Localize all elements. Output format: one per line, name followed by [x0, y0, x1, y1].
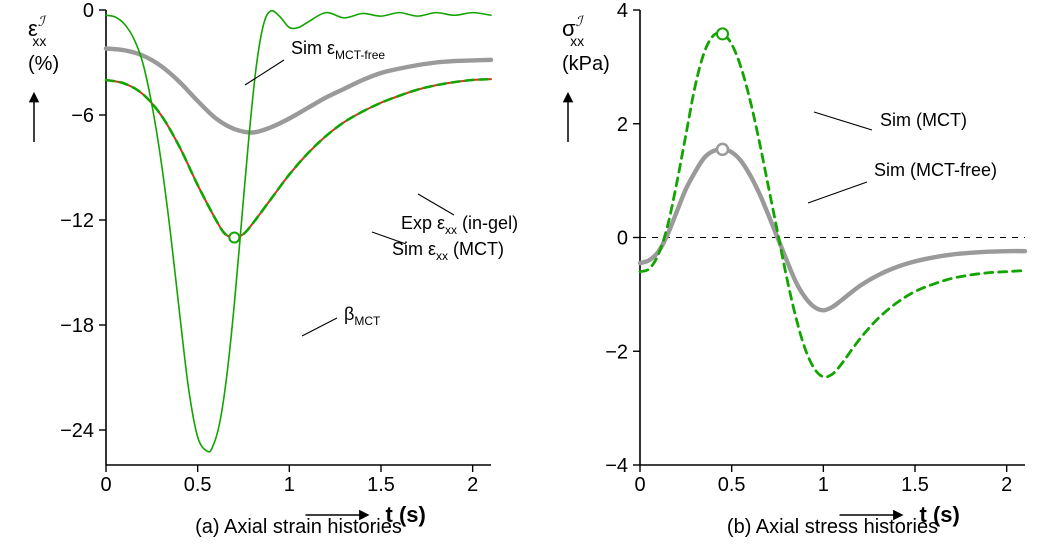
svg-text:−12: −12	[60, 210, 94, 232]
svg-text:4: 4	[617, 0, 628, 22]
svg-text:−6: −6	[71, 105, 94, 127]
svg-text:Sim εxx (MCT): Sim εxx (MCT)	[392, 239, 504, 263]
svg-text:−18: −18	[60, 315, 94, 337]
caption-a: (a) Axial strain histories	[106, 516, 491, 539]
caption-b: (b) Axial stress histories	[640, 516, 1025, 539]
figure-svg: 00.511.520−6−12−18−24t (s)εℐxx(%)Sim εMC…	[0, 0, 1050, 544]
svg-text:0: 0	[83, 0, 94, 22]
svg-text:0: 0	[100, 474, 111, 496]
svg-text:2: 2	[1001, 474, 1012, 496]
svg-text:1.5: 1.5	[367, 474, 395, 496]
svg-text:1: 1	[284, 474, 295, 496]
svg-text:(%): (%)	[28, 53, 59, 75]
svg-text:0.5: 0.5	[184, 474, 212, 496]
svg-text:Sim (MCT-free): Sim (MCT-free)	[874, 160, 997, 180]
figure: 00.511.520−6−12−18−24t (s)εℐxx(%)Sim εMC…	[0, 0, 1050, 544]
svg-text:σℐxx: σℐxx	[562, 13, 585, 49]
svg-text:−24: −24	[60, 420, 94, 442]
svg-text:2: 2	[467, 474, 478, 496]
svg-text:Sim εMCT-free: Sim εMCT-free	[291, 38, 385, 62]
svg-text:(kPa): (kPa)	[562, 53, 610, 75]
svg-text:εℐxx: εℐxx	[28, 13, 47, 49]
svg-text:−2: −2	[605, 341, 628, 363]
svg-text:0.5: 0.5	[718, 474, 746, 496]
svg-text:−4: −4	[605, 455, 628, 477]
svg-text:1.5: 1.5	[901, 474, 929, 496]
svg-text:Sim (MCT): Sim (MCT)	[880, 110, 967, 130]
svg-text:βMCT: βMCT	[344, 304, 381, 328]
svg-text:0: 0	[617, 228, 628, 250]
svg-text:2: 2	[617, 114, 628, 136]
svg-text:1: 1	[818, 474, 829, 496]
svg-text:0: 0	[634, 474, 645, 496]
svg-text:Exp εxx (in-gel): Exp εxx (in-gel)	[401, 213, 518, 237]
